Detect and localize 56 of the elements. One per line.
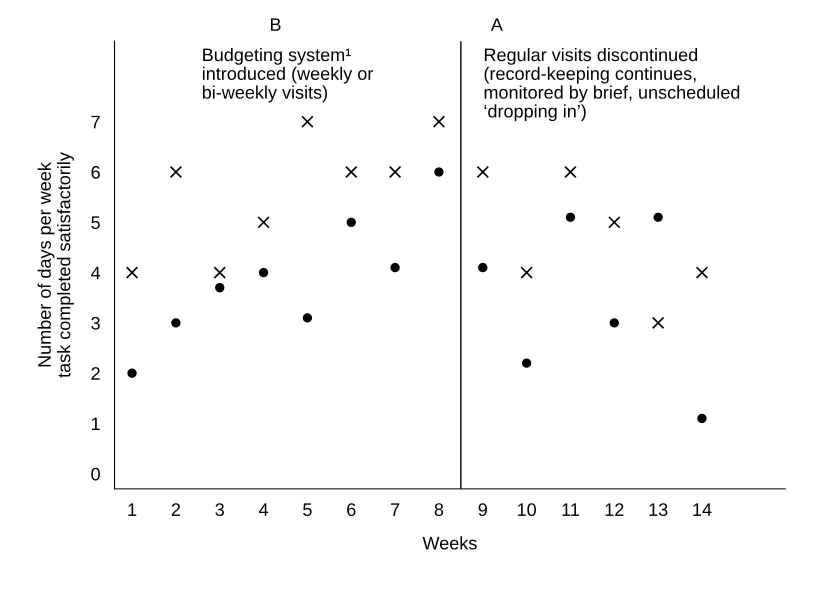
x-tick-label: 3 <box>215 503 224 516</box>
point <box>610 318 619 328</box>
y-tick-label: 4 <box>91 266 100 280</box>
point <box>697 414 707 424</box>
point <box>127 368 137 378</box>
point <box>345 166 358 178</box>
point <box>432 115 446 128</box>
x-tick-label: 5 <box>303 503 312 516</box>
point <box>126 266 138 279</box>
point <box>302 313 312 323</box>
x-axis-title: Weeks <box>422 536 477 550</box>
point <box>258 268 268 278</box>
point <box>434 167 444 177</box>
point <box>522 358 532 368</box>
point <box>388 166 402 178</box>
x-tick-label: 2 <box>172 503 180 516</box>
y-tick-label: 7 <box>92 116 100 128</box>
annotation: Budgeting system¹ introduced (weekly or bi-weekly visits) <box>202 48 374 102</box>
x-tick-label: 11 <box>562 503 579 516</box>
point <box>257 216 270 229</box>
x-tick-label: 12 <box>606 503 624 516</box>
point <box>301 115 314 128</box>
point <box>652 316 664 330</box>
x-tick-label: 4 <box>258 503 268 516</box>
point <box>520 266 533 279</box>
y-tick-label: 6 <box>92 166 100 179</box>
y-tick-label: 2 <box>92 367 100 380</box>
x-tick-label: 9 <box>478 503 487 516</box>
point <box>476 166 489 178</box>
point <box>170 166 182 178</box>
point <box>346 218 356 227</box>
point <box>696 266 708 279</box>
x-tick-label: 13 <box>649 503 668 516</box>
annotation: Regular visits discontinued (record-keeping continues, monitored by brief, unscheduled ‘dropping in’) <box>484 48 740 122</box>
y-tick-label: 3 <box>91 316 100 330</box>
y-tick-label: 1 <box>92 418 100 430</box>
point <box>215 283 224 292</box>
text: A <box>490 18 503 31</box>
point <box>566 212 576 222</box>
x-tick-label: 14 <box>693 503 712 516</box>
y-tick-label: 5 <box>91 216 100 230</box>
point <box>171 318 181 328</box>
y-tick-label: 0 <box>91 468 100 480</box>
y-axis-title: Number of days per week task completed satisfactorily <box>38 152 74 378</box>
text: B <box>270 18 281 31</box>
x-tick-label: 6 <box>347 503 356 516</box>
x-tick-label: 10 <box>518 503 536 516</box>
point <box>653 212 663 222</box>
x-tick-label: 7 <box>391 503 400 516</box>
point <box>608 216 621 229</box>
point <box>564 166 577 178</box>
point <box>478 262 488 272</box>
x-tick-label: 8 <box>434 503 444 516</box>
point <box>390 262 400 272</box>
point <box>214 266 226 279</box>
x-tick-label: 1 <box>128 503 136 516</box>
